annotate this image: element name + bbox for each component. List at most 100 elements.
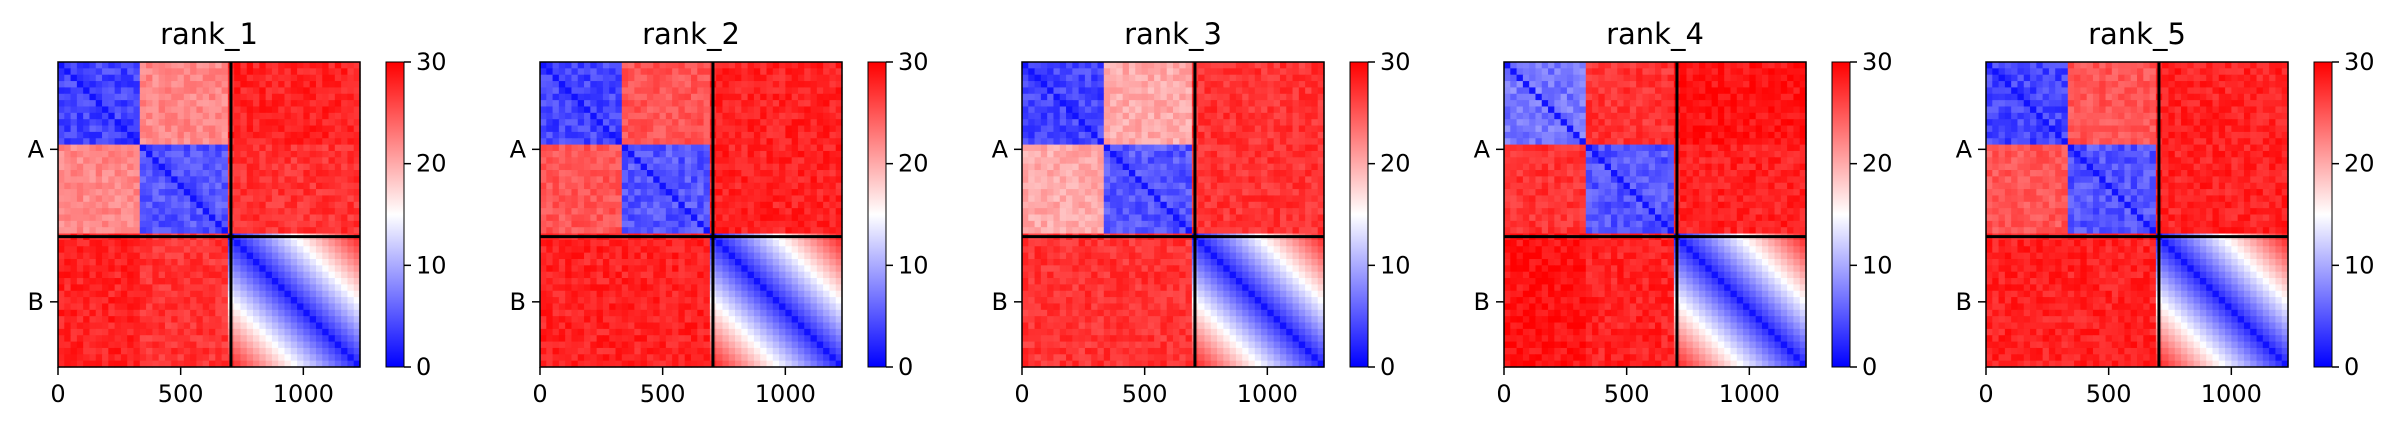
heatmap-cell [253, 322, 260, 330]
heatmap-cell [753, 271, 761, 279]
heatmap-cell [114, 278, 122, 285]
heatmap-cell [760, 258, 768, 266]
heatmap-cell [1254, 93, 1262, 101]
heatmap-cell [347, 239, 355, 247]
heatmap-cell [290, 360, 298, 368]
heatmap-cell [835, 100, 843, 108]
heatmap-cell [772, 112, 780, 120]
heatmap-cell [102, 176, 109, 184]
heatmap-cell [753, 239, 761, 247]
heatmap-cell [1034, 87, 1042, 95]
heatmap-cell [716, 246, 724, 254]
heatmap-cell [127, 163, 135, 171]
heatmap-cell [89, 62, 97, 69]
heatmap-cell [684, 354, 692, 362]
heatmap-cell [259, 74, 267, 82]
heatmap-cell [221, 150, 229, 158]
heatmap-cell [158, 227, 166, 235]
heatmap-cell [353, 100, 361, 108]
heatmap-cell [665, 309, 673, 317]
heatmap-cell [810, 347, 818, 355]
heatmap-cell [102, 106, 109, 114]
heatmap-cell [215, 150, 223, 158]
heatmap-cell [290, 297, 298, 305]
heatmap-cell [246, 227, 254, 235]
heatmap-cell [146, 258, 153, 266]
heatmap-cell [146, 112, 153, 120]
heatmap-cell [829, 252, 837, 260]
heatmap-cell [753, 62, 761, 69]
heatmap-cell [672, 150, 680, 158]
heatmap-cell [590, 125, 598, 133]
heatmap-cell [120, 290, 128, 298]
heatmap-cell [1040, 87, 1048, 95]
heatmap-cell [108, 220, 116, 228]
heatmap-cell [95, 328, 103, 336]
heatmap-cell [672, 138, 680, 146]
heatmap-cell [697, 220, 705, 228]
heatmap-cell [265, 195, 273, 203]
heatmap-cell [797, 284, 805, 292]
heatmap-cell [278, 144, 286, 152]
heatmap-cell [1292, 100, 1300, 108]
heatmap-cell [584, 74, 591, 82]
heatmap-cell [722, 322, 730, 330]
heatmap-cell [70, 195, 78, 203]
heatmap-cell [1141, 100, 1149, 108]
heatmap-cell [120, 214, 128, 222]
heatmap-cell [64, 189, 72, 197]
heatmap-cell [602, 360, 610, 368]
heatmap-cell [747, 112, 755, 120]
heatmap-cell [791, 271, 799, 279]
heatmap-cell [215, 106, 223, 114]
heatmap-cell [590, 189, 598, 197]
heatmap-cell [1066, 87, 1073, 95]
heatmap-cell [127, 182, 135, 190]
heatmap-cell [602, 106, 610, 114]
heatmap-cell [797, 189, 805, 197]
heatmap-cell [177, 106, 185, 114]
heatmap-cell [760, 316, 768, 324]
heatmap-cell [152, 290, 160, 298]
heatmap-cell [646, 316, 654, 324]
heatmap-cell [829, 170, 837, 177]
heatmap-cell [133, 189, 141, 197]
heatmap-cell [703, 201, 711, 209]
heatmap-cell [772, 303, 780, 311]
heatmap-cell [628, 316, 635, 324]
heatmap-cell [697, 290, 705, 298]
heatmap-cell [259, 201, 267, 209]
heatmap-cell [634, 62, 642, 69]
heatmap-cell [735, 131, 742, 139]
heatmap-cell [829, 246, 837, 254]
heatmap-cell [240, 87, 248, 95]
heatmap-cell [835, 309, 843, 317]
heatmap-cell [259, 246, 267, 254]
heatmap-cell [823, 322, 831, 330]
heatmap-cell [747, 81, 755, 89]
heatmap-cell [146, 278, 153, 285]
heatmap-cell [253, 303, 260, 311]
heatmap-cell [290, 112, 298, 120]
heatmap-cell [810, 316, 818, 324]
heatmap-cell [328, 265, 336, 273]
heatmap-cell [1091, 93, 1099, 101]
heatmap-cell [621, 354, 629, 362]
heatmap-cell [164, 316, 172, 324]
heatmap-cell [653, 328, 661, 336]
heatmap-cell [171, 214, 179, 222]
heatmap-cell [120, 195, 128, 203]
heatmap-cell [540, 119, 547, 127]
heatmap-cell [672, 195, 680, 203]
heatmap-cell [697, 303, 705, 311]
heatmap-cell [146, 138, 153, 146]
heatmap-cell [697, 335, 705, 343]
heatmap-cell [1135, 62, 1143, 69]
heatmap-cell [558, 271, 566, 279]
heatmap-cell [577, 290, 585, 298]
heatmap-cell [133, 227, 141, 235]
heatmap-cell [309, 309, 317, 317]
heatmap-cell [152, 62, 160, 69]
heatmap-cell [584, 119, 591, 127]
heatmap-cell [646, 220, 654, 228]
